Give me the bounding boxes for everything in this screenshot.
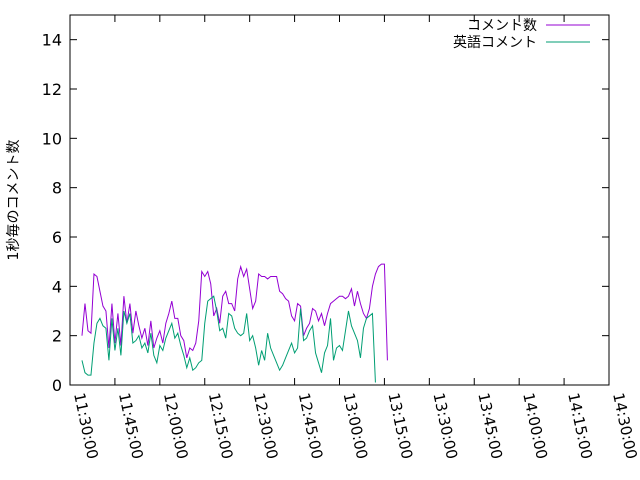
y-tick-label: 14 <box>42 31 62 50</box>
y-tick-label: 4 <box>52 277 62 296</box>
x-tick-label: 12:00:00 <box>160 391 192 461</box>
legend-label-0: コメント数 <box>467 18 537 34</box>
x-tick-label: 12:45:00 <box>295 391 327 461</box>
y-tick-label: 12 <box>42 80 62 99</box>
y-tick-label: 8 <box>52 179 62 198</box>
x-tick-label: 11:45:00 <box>115 391 147 461</box>
x-tick-label: 14:00:00 <box>519 391 551 461</box>
y-axis-label: 1秒毎のコメント数 <box>6 140 22 261</box>
y-axis: 0 2 4 6 8 10 12 14 <box>42 31 609 395</box>
y-tick-label: 6 <box>52 228 62 247</box>
legend-label-1: 英語コメント <box>453 34 537 51</box>
series-layer <box>81 263 388 383</box>
x-tick-label: 14:30:00 <box>609 391 640 461</box>
plot-frame <box>69 14 610 386</box>
x-tick-label: 12:30:00 <box>250 391 282 461</box>
y-tick-label: 0 <box>52 376 62 395</box>
series-line-0 <box>81 263 388 361</box>
x-tick-label: 13:15:00 <box>385 391 417 461</box>
y-tick-label: 10 <box>42 129 62 148</box>
series-line-1 <box>81 295 376 383</box>
x-tick-label: 13:30:00 <box>429 391 461 461</box>
x-tick-label: 13:45:00 <box>474 391 506 461</box>
x-tick-label: 13:00:00 <box>340 391 372 461</box>
x-tick-label: 12:15:00 <box>205 391 237 461</box>
x-axis: 11:30:00 11:45:00 12:00:00 12:15:00 12:30:00… <box>69 15 640 461</box>
y-tick-label: 2 <box>52 327 62 346</box>
x-tick-label: 11:30:00 <box>70 391 102 461</box>
x-tick-label: 14:15:00 <box>564 391 596 461</box>
